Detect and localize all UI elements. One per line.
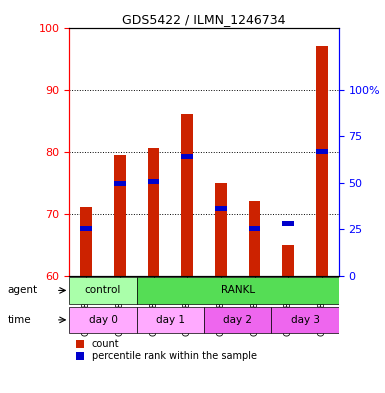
- Bar: [181, 114, 193, 275]
- Bar: [204, 307, 271, 333]
- Bar: [137, 277, 339, 304]
- Bar: [114, 155, 126, 275]
- Bar: [69, 277, 137, 304]
- Bar: [215, 183, 227, 275]
- Bar: [282, 221, 294, 226]
- Bar: [80, 208, 92, 275]
- Bar: [316, 46, 328, 275]
- Bar: [137, 307, 204, 333]
- Text: day 0: day 0: [89, 315, 117, 325]
- Bar: [249, 226, 261, 231]
- Bar: [80, 226, 92, 231]
- Text: control: control: [85, 285, 121, 296]
- Bar: [316, 149, 328, 154]
- Text: day 2: day 2: [223, 315, 252, 325]
- Text: day 3: day 3: [291, 315, 320, 325]
- Text: time: time: [8, 315, 31, 325]
- Legend: count, percentile rank within the sample: count, percentile rank within the sample: [74, 337, 259, 363]
- Bar: [271, 307, 339, 333]
- Text: RANKL: RANKL: [221, 285, 255, 296]
- Title: GDS5422 / ILMN_1246734: GDS5422 / ILMN_1246734: [122, 13, 286, 26]
- Text: day 1: day 1: [156, 315, 185, 325]
- Text: agent: agent: [8, 285, 38, 296]
- Bar: [147, 149, 159, 275]
- Bar: [215, 206, 227, 211]
- Bar: [69, 307, 137, 333]
- Bar: [147, 179, 159, 184]
- Bar: [181, 154, 193, 159]
- Bar: [114, 182, 126, 186]
- Bar: [249, 201, 261, 275]
- Bar: [282, 245, 294, 275]
